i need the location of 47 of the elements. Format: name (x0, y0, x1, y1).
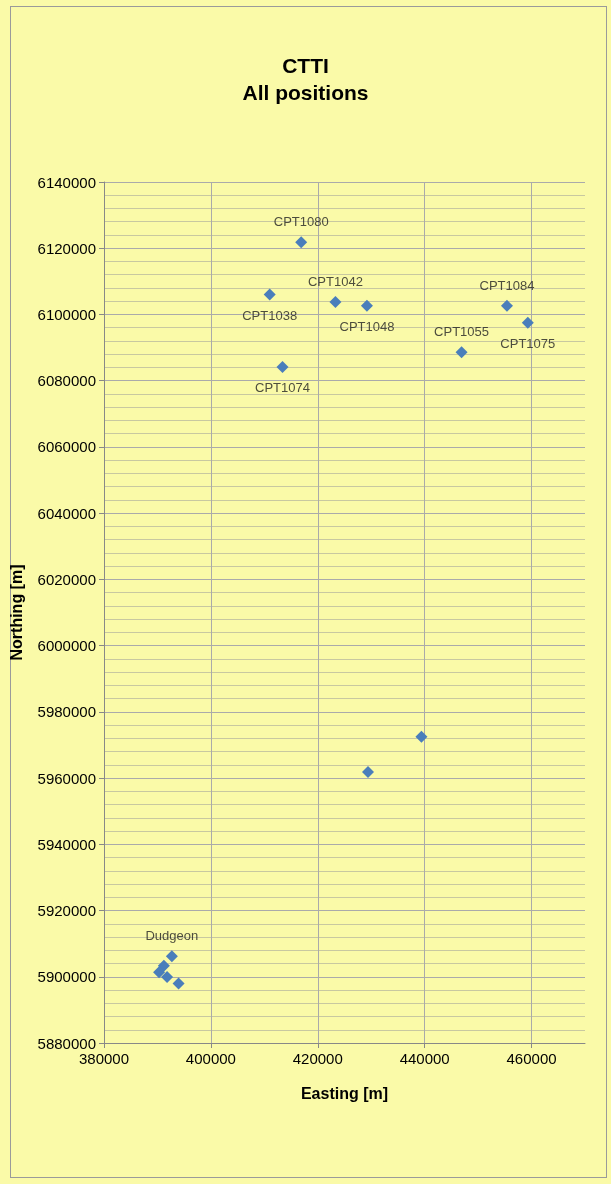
y-tick-label: 6040000 (37, 504, 96, 522)
y-tick-label: 6000000 (37, 637, 96, 655)
y-tick-label: 6120000 (37, 239, 96, 257)
y-tick-label: 5900000 (37, 968, 96, 986)
point (172, 977, 185, 990)
chart-subtitle: All positions (242, 81, 369, 104)
point (500, 299, 513, 312)
point (157, 959, 170, 972)
point (295, 236, 308, 249)
point (161, 971, 174, 984)
point (329, 295, 342, 308)
point (521, 316, 534, 329)
point (415, 730, 428, 743)
x-tick-label: 380000 (78, 1050, 130, 1067)
x-tick-label: 440000 (399, 1050, 450, 1067)
point (263, 288, 276, 301)
y-tick-label: 5940000 (37, 835, 96, 853)
annotation: CPT1048 (339, 318, 395, 334)
x-tick-label: 460000 (506, 1050, 557, 1067)
point (276, 361, 289, 374)
point (153, 966, 166, 979)
y-tick-label: 6020000 (37, 570, 96, 588)
point (362, 766, 375, 779)
y-tick-label: 5960000 (37, 769, 96, 787)
y-tick-label: 6140000 (37, 173, 96, 191)
point (360, 299, 373, 312)
point (455, 346, 468, 359)
annotation: CPT1055 (434, 324, 489, 340)
x-tick-label: 400000 (185, 1050, 236, 1067)
annotation: CPT1074 (255, 380, 310, 396)
y-tick-label: 6060000 (37, 438, 96, 456)
annotation: Dudgeon (145, 928, 199, 944)
y-tick-label: 6080000 (37, 372, 96, 390)
y-axis-title: Northing [m] (7, 564, 25, 661)
annotation: CPT1038 (242, 307, 298, 323)
y-tick-label: 5980000 (37, 703, 96, 721)
chart-title: CTTI (282, 54, 329, 77)
y-tick-label: 6100000 (37, 305, 96, 323)
y-tick-label: 5920000 (37, 902, 96, 920)
annotation: CPT1084 (479, 277, 535, 293)
point (165, 950, 178, 963)
annotation: CPT1080 (273, 214, 329, 230)
x-tick-label: 420000 (292, 1050, 343, 1067)
x-axis-title: Easting [m] (300, 1084, 389, 1102)
annotation: CPT1075 (500, 335, 556, 351)
y-tick-label: 5880000 (37, 1034, 96, 1052)
annotation: CPT1042 (307, 273, 363, 289)
